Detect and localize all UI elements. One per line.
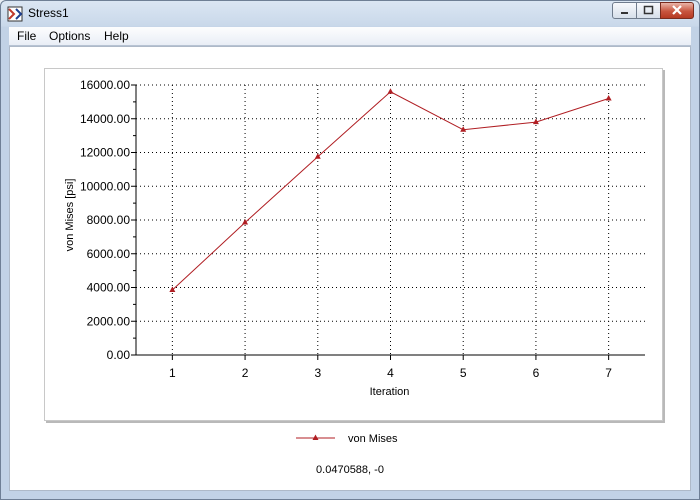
maximize-icon <box>643 5 654 15</box>
y-tick-label: 0.00 <box>107 348 131 362</box>
window-title: Stress1 <box>28 6 69 20</box>
x-tick-label: 2 <box>242 366 249 380</box>
y-tick-label: 8000.00 <box>87 213 131 227</box>
y-tick-label: 4000.00 <box>87 281 131 295</box>
y-axis-label: von Mises [psi] <box>64 179 76 252</box>
y-tick-label: 10000.00 <box>80 179 130 193</box>
x-tick-label: 6 <box>533 366 540 380</box>
data-point <box>605 95 612 101</box>
y-tick-label: 12000.00 <box>80 146 130 160</box>
data-point <box>314 153 321 159</box>
y-tick-label: 16000.00 <box>80 78 130 92</box>
menu-help[interactable]: Help <box>104 29 129 43</box>
x-axis-label: Iteration <box>370 386 410 398</box>
x-tick-label: 1 <box>169 366 176 380</box>
x-tick-label: 7 <box>605 366 612 380</box>
data-point <box>169 286 176 293</box>
close-icon <box>672 5 682 15</box>
y-tick-label: 2000.00 <box>87 314 131 328</box>
data-point <box>460 126 467 132</box>
y-tick-label: 14000.00 <box>80 112 130 126</box>
x-tick-label: 3 <box>314 366 321 380</box>
y-tick-label: 6000.00 <box>87 247 131 261</box>
plot-frame <box>44 68 663 421</box>
menu-options[interactable]: Options <box>49 29 91 43</box>
legend-label: von Mises <box>348 433 398 445</box>
legend-marker <box>312 434 319 440</box>
data-point <box>387 88 394 94</box>
x-tick-label: 4 <box>387 366 394 380</box>
menu-bar: File Options Help <box>9 27 691 46</box>
chart-panel <box>9 46 691 491</box>
title-bar[interactable]: Stress1 <box>1 1 699 26</box>
app-icon <box>7 6 23 22</box>
data-point <box>532 118 539 125</box>
menu-file[interactable]: File <box>17 29 37 43</box>
minimize-icon <box>621 12 628 14</box>
cursor-coordinates: 0.0470588, -0 <box>316 464 384 476</box>
x-tick-label: 5 <box>460 366 467 380</box>
data-point <box>242 219 249 225</box>
close-button[interactable] <box>660 2 694 19</box>
